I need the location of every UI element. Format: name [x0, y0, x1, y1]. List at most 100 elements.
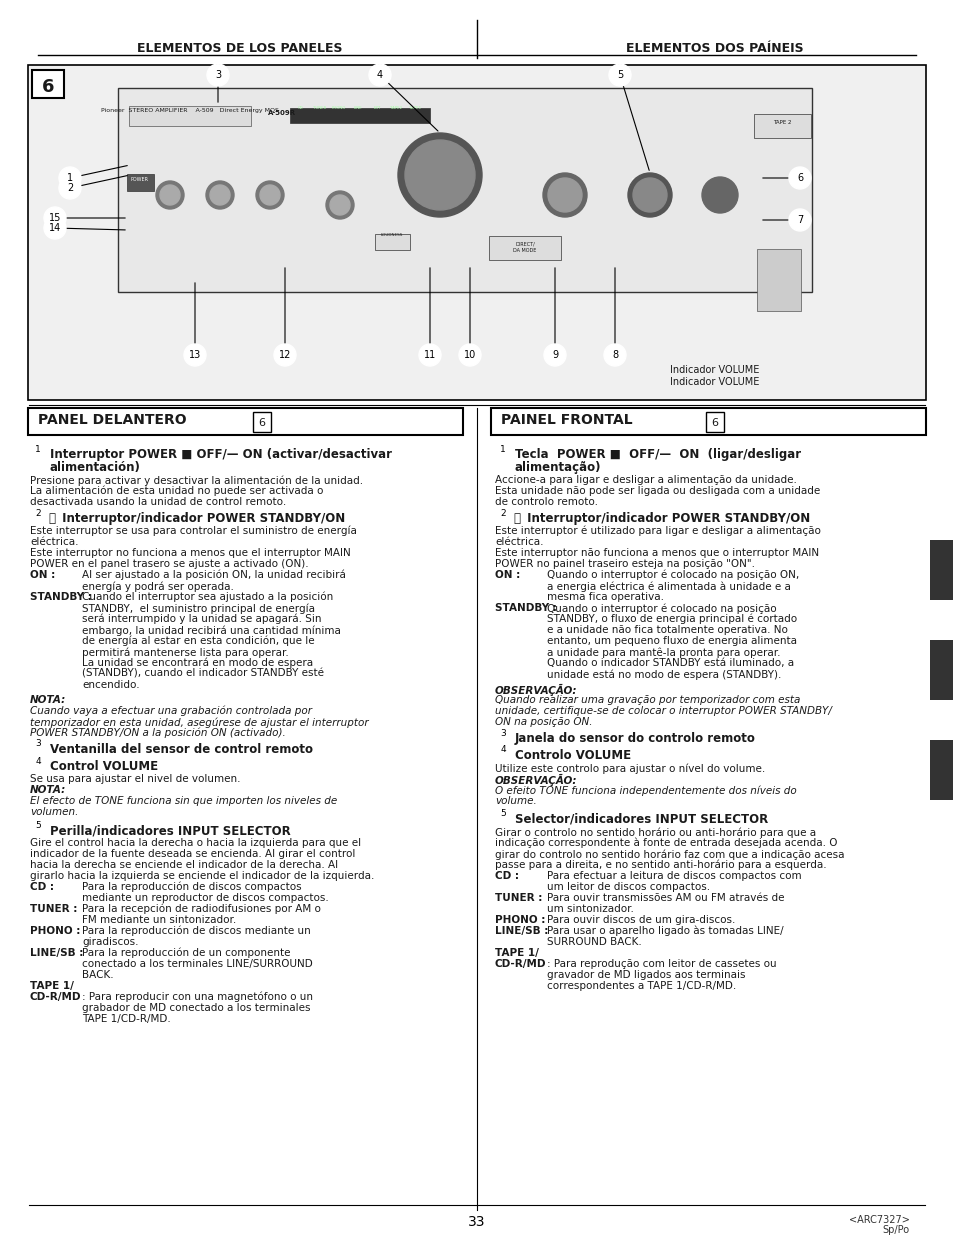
Circle shape	[633, 178, 666, 212]
FancyBboxPatch shape	[253, 412, 271, 432]
Text: EXT: EXT	[373, 106, 380, 110]
Text: volume.: volume.	[495, 795, 537, 807]
FancyBboxPatch shape	[290, 108, 430, 122]
Text: VOLUME: VOLUME	[428, 147, 451, 152]
Text: 5: 5	[35, 820, 41, 830]
Circle shape	[603, 344, 625, 366]
Text: La alimentación de esta unidad no puede ser activada o: La alimentación de esta unidad no puede …	[30, 486, 323, 496]
Text: OBSERVAÇÃO:: OBSERVAÇÃO:	[495, 684, 577, 696]
Text: CD :: CD :	[495, 871, 518, 881]
Circle shape	[59, 167, 81, 189]
Text: Para la reproducción de un componente: Para la reproducción de un componente	[82, 948, 291, 959]
Text: 3: 3	[499, 729, 505, 737]
Text: a unidade para mantê-la pronta para operar.: a unidade para mantê-la pronta para oper…	[546, 647, 780, 658]
Text: ELEMENTOS DE LOS PANELES: ELEMENTOS DE LOS PANELES	[137, 42, 342, 54]
Text: 7: 7	[796, 215, 802, 225]
Text: ON na posição ON.: ON na posição ON.	[495, 717, 592, 727]
Text: alimentação): alimentação)	[515, 461, 601, 474]
Text: a energia eléctrica é alimentada à unidade e a: a energia eléctrica é alimentada à unida…	[546, 581, 790, 591]
Text: NOTA:: NOTA:	[30, 785, 66, 795]
Text: Utilize este controlo para ajustar o nível do volume.: Utilize este controlo para ajustar o nív…	[495, 763, 764, 773]
Circle shape	[274, 344, 295, 366]
Text: LINE/SB :: LINE/SB :	[495, 927, 548, 936]
Text: passe para a direita, e no sentido anti-horário para a esquerda.: passe para a direita, e no sentido anti-…	[495, 860, 825, 871]
Text: ON :: ON :	[495, 570, 519, 580]
Text: PHONO :: PHONO :	[495, 915, 545, 925]
Text: permitirá mantenerse lista para operar.: permitirá mantenerse lista para operar.	[82, 647, 289, 658]
Text: Presione para activar y desactivar la alimentación de la unidad.: Presione para activar y desactivar la al…	[30, 475, 363, 485]
Circle shape	[701, 177, 738, 213]
Text: Ventanilla del sensor de control remoto: Ventanilla del sensor de control remoto	[50, 743, 313, 756]
Text: LINE/SB :: LINE/SB :	[30, 948, 83, 957]
Text: POWER no painel traseiro esteja na posição "ON".: POWER no painel traseiro esteja na posiç…	[495, 559, 754, 569]
Text: indicador de la fuente deseada se encienda. Al girar el control: indicador de la fuente deseada se encien…	[30, 849, 355, 858]
FancyBboxPatch shape	[489, 236, 560, 260]
Text: ELEMENTOS DOS PAÍNEIS: ELEMENTOS DOS PAÍNEIS	[625, 42, 803, 54]
FancyBboxPatch shape	[753, 114, 810, 139]
Text: STANDBY, o fluxo de energia principal é cortado: STANDBY, o fluxo de energia principal é …	[546, 614, 797, 625]
Text: POWER: POWER	[131, 177, 149, 182]
Text: 1: 1	[67, 173, 73, 183]
Text: 33: 33	[468, 1215, 485, 1230]
Text: entanto, um pequeno fluxo de energia alimenta: entanto, um pequeno fluxo de energia ali…	[546, 636, 796, 646]
Circle shape	[326, 190, 354, 219]
Text: Quando o interruptor é colocado na posição: Quando o interruptor é colocado na posiç…	[546, 602, 776, 614]
Text: conectado a los terminales LINE/SURROUND: conectado a los terminales LINE/SURROUND	[82, 959, 313, 969]
Text: Este interruptor se usa para controlar el suministro de energía: Este interruptor se usa para controlar e…	[30, 526, 356, 537]
FancyBboxPatch shape	[129, 106, 251, 126]
Text: LOUDNESS: LOUDNESS	[380, 233, 403, 238]
Text: <ARC7327>: <ARC7327>	[848, 1215, 909, 1225]
Text: correspondentes a TAPE 1/CD-R/MD.: correspondentes a TAPE 1/CD-R/MD.	[546, 981, 736, 991]
Text: 10: 10	[463, 350, 476, 360]
Circle shape	[30, 737, 45, 751]
Circle shape	[160, 186, 180, 205]
Text: Sp/Po: Sp/Po	[882, 1225, 909, 1235]
FancyBboxPatch shape	[127, 174, 153, 190]
Text: Indicador VOLUME
Indicador VOLUME: Indicador VOLUME Indicador VOLUME	[669, 365, 759, 387]
Circle shape	[397, 134, 481, 216]
Circle shape	[206, 181, 233, 209]
Text: TAPE 1/CD-R/MD.: TAPE 1/CD-R/MD.	[82, 1014, 171, 1024]
Circle shape	[59, 177, 81, 199]
Circle shape	[30, 818, 45, 833]
Text: 6: 6	[258, 418, 265, 428]
Circle shape	[210, 186, 230, 205]
Text: FM mediante un sintonizador.: FM mediante un sintonizador.	[82, 915, 236, 925]
FancyBboxPatch shape	[491, 408, 925, 435]
Text: 13: 13	[189, 350, 201, 360]
Circle shape	[458, 344, 480, 366]
Text: 9: 9	[552, 350, 558, 360]
Circle shape	[30, 506, 45, 520]
Text: Accione-a para ligar e desligar a alimentação da unidade.: Accione-a para ligar e desligar a alimen…	[495, 475, 796, 485]
Text: CD: CD	[297, 106, 304, 110]
Text: indicação correspondente à fonte de entrada desejada acenda. O: indicação correspondente à fonte de entr…	[495, 837, 837, 849]
Text: STANDBY,  el suministro principal de energía: STANDBY, el suministro principal de ener…	[82, 602, 314, 614]
Text: Esta unidade não pode ser ligada ou desligada com a unidade: Esta unidade não pode ser ligada ou desl…	[495, 486, 820, 496]
Text: 3: 3	[35, 740, 41, 748]
Text: POWER en el panel trasero se ajuste a activado (ON).: POWER en el panel trasero se ajuste a ac…	[30, 559, 309, 569]
Text: e a unidade não fica totalmente operativa. No: e a unidade não fica totalmente operativ…	[546, 625, 787, 635]
Text: 6: 6	[42, 78, 54, 96]
Text: Cuando el interruptor sea ajustado a la posición: Cuando el interruptor sea ajustado a la …	[82, 593, 333, 602]
Text: 5: 5	[499, 809, 505, 819]
Circle shape	[788, 167, 810, 189]
Text: BALANCE: BALANCE	[553, 178, 576, 183]
Circle shape	[255, 181, 284, 209]
Text: O efeito TONE funciona independentemente dos níveis do: O efeito TONE funciona independentemente…	[495, 785, 796, 795]
Text: Cuando vaya a efectuar una grabación controlada por: Cuando vaya a efectuar una grabación con…	[30, 706, 312, 716]
Circle shape	[184, 344, 206, 366]
Text: : Para reproducir con una magnetófono o un: : Para reproducir con una magnetófono o …	[82, 992, 313, 1002]
Text: TAPE 2: TAPE 2	[772, 120, 790, 125]
Text: unidade, certifique-se de colocar o interruptor POWER STANDBY/: unidade, certifique-se de colocar o inte…	[495, 706, 831, 716]
Circle shape	[542, 173, 586, 216]
Text: STANDBY :: STANDBY :	[30, 593, 91, 602]
FancyBboxPatch shape	[375, 234, 410, 250]
Text: SURROUND BACK.: SURROUND BACK.	[546, 936, 641, 948]
Text: TAPE 1/: TAPE 1/	[495, 948, 538, 957]
Text: Para usar o aparelho ligado às tomadas LINE/: Para usar o aparelho ligado às tomadas L…	[546, 927, 782, 936]
FancyBboxPatch shape	[28, 66, 925, 400]
Text: TUNER: TUNER	[313, 106, 326, 110]
Text: girar do controlo no sentido horário faz com que a indicação acesa: girar do controlo no sentido horário faz…	[495, 849, 843, 860]
Text: grabador de MD conectado a los terminales: grabador de MD conectado a los terminale…	[82, 1003, 310, 1013]
Text: unidade está no modo de espera (STANDBY).: unidade está no modo de espera (STANDBY)…	[546, 669, 781, 679]
